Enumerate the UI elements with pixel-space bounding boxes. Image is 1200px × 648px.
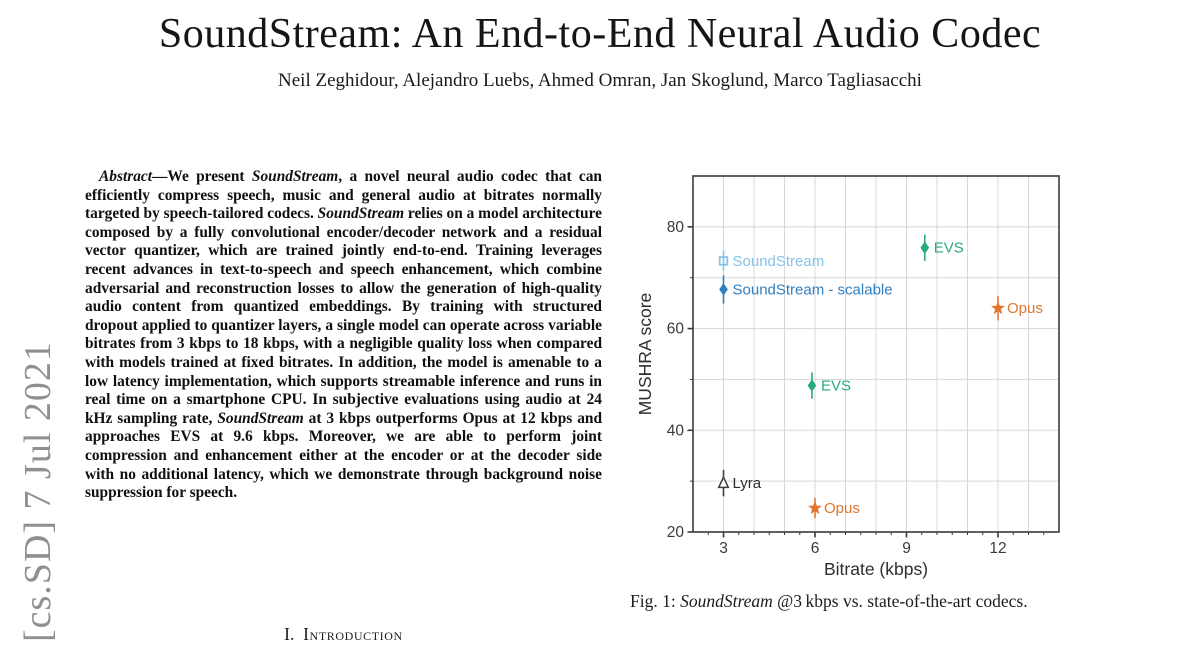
data-point-label: Opus [1007,300,1043,317]
y-tick-label: 60 [667,321,685,338]
x-axis-label: Bitrate (kbps) [824,559,928,579]
data-point-label: Lyra [733,475,762,492]
x-tick-label: 3 [719,540,728,557]
data-point-label: SoundStream [733,253,825,270]
paper-authors: Neil Zeghidour, Alejandro Luebs, Ahmed O… [278,70,922,91]
data-point-label: SoundStream - scalable [733,281,893,298]
y-axis-label: MUSHRA score [635,293,655,416]
arxiv-stamp: [cs.SD] 7 Jul 2021 [17,341,59,642]
text-segment: —We present [152,168,252,185]
paper-title: SoundStream: An End-to-End Neural Audio … [158,11,1042,57]
data-point-marker-diamond [920,241,930,255]
x-tick-label: 9 [902,540,911,557]
text-segment: , a novel neural audio codec that can ef… [85,168,602,223]
figure-1-caption: Fig. 1: SoundStream @3 kbps vs. state-of… [630,591,1100,612]
text-segment: @3 kbps vs. state-of-the-art codecs. [772,591,1028,611]
section-numeral: I. [284,624,295,644]
y-tick-label: 20 [667,524,685,541]
y-tick-label: 80 [667,219,685,236]
data-point-label: Opus [824,500,860,517]
figure-1-chart: SoundStream SoundStream - scalable EVS Opus… [620,160,1090,580]
text-segment: SoundStream [251,168,339,185]
x-tick-label: 6 [811,540,820,557]
section-title: Introduction [303,624,403,644]
section-heading-introduction: I. Introduction [85,624,602,645]
data-point-label: EVS [821,378,851,395]
data-point-marker-star [991,300,1005,315]
data-point-marker-diamond [807,379,817,392]
text-segment: SoundStream [317,205,405,223]
text-segment: SoundStream [680,591,773,611]
x-tick-label: 12 [989,540,1006,557]
text-segment: at 3 kbps outperforms Opus at 12 kbps an… [85,409,603,502]
data-point-marker-triangle [717,475,730,489]
y-tick-label: 40 [667,422,685,439]
left-column: Abstract—We present SoundStream, a novel… [85,168,602,503]
data-point-marker-diamond [719,283,728,296]
text-segment: Fig. 1: [630,591,681,611]
text-segment: relies on a model architecture composed … [85,205,602,427]
text-segment: SoundStream [217,409,304,427]
data-point-label: EVS [934,240,964,257]
data-point-marker-square [718,256,729,266]
text-segment: Abstract [99,168,153,185]
abstract-paragraph: Abstract—We present SoundStream, a novel… [85,168,602,503]
data-point-marker-star [808,500,822,515]
mushra-scatter-plot: SoundStream SoundStream - scalable EVS Opus… [635,175,1060,579]
